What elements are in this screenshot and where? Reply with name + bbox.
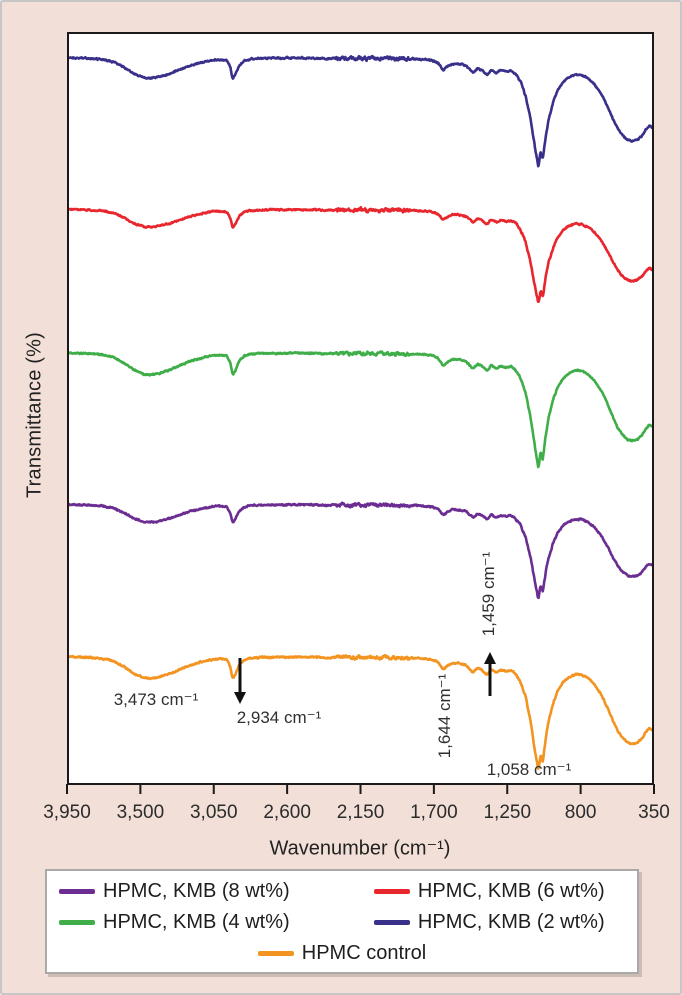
- x-tick-label: 3,500: [116, 802, 165, 823]
- spectrum-trace: [69, 206, 652, 303]
- legend-entry: HPMC, KMB (8 wt%): [47, 880, 342, 903]
- spectra-traces: [69, 54, 652, 770]
- legend-label: HPMC, KMB (8 wt%): [103, 880, 290, 902]
- legend-entry: HPMC control: [257, 942, 427, 965]
- annotation-label: 1,644 cm⁻¹: [435, 673, 454, 759]
- legend-swatch: [373, 889, 410, 894]
- legend-label: HPMC control: [301, 942, 427, 964]
- legend-entry: HPMC, KMB (2 wt%): [342, 911, 637, 934]
- legend-label: HPMC, KMB (4 wt%): [103, 911, 290, 933]
- legend-row: HPMC, KMB (8 wt%) HPMC, KMB (6 wt%): [47, 876, 637, 907]
- x-tick-label: 2,150: [336, 802, 385, 823]
- spectrum-trace: [69, 350, 652, 469]
- legend-swatch: [59, 920, 95, 925]
- x-tick-label: 350: [638, 802, 670, 823]
- annotation-label: 3,473 cm⁻¹: [113, 690, 199, 709]
- legend-swatch: [373, 920, 410, 925]
- x-tick-label: 1,700: [410, 802, 458, 823]
- x-tick-label: 3,950: [43, 802, 91, 823]
- legend-swatch: [257, 951, 294, 956]
- spectrum-trace: [69, 54, 652, 168]
- legend-box: HPMC, KMB (8 wt%) HPMC, KMB (6 wt%) HPMC…: [45, 869, 639, 974]
- legend-swatch: [59, 889, 95, 894]
- annotation-label: 2,934 cm⁻¹: [236, 708, 322, 727]
- spectrum-trace: [69, 501, 652, 600]
- plot-area: [67, 32, 654, 785]
- legend-row: HPMC control: [47, 938, 637, 969]
- legend-row: HPMC, KMB (4 wt%) HPMC, KMB (2 wt%): [47, 907, 637, 938]
- x-tick-label: 1,250: [483, 802, 532, 823]
- legend-entry: HPMC, KMB (6 wt%): [342, 880, 637, 903]
- x-tick-label: 2,600: [263, 802, 311, 823]
- x-tick-label: 800: [564, 802, 597, 823]
- x-axis-label: Wavenumber (cm⁻¹): [269, 837, 451, 860]
- annotation-label: 1,058 cm⁻¹: [486, 760, 572, 779]
- legend-label: HPMC, KMB (2 wt%): [417, 911, 605, 933]
- legend-label: HPMC, KMB (6 wt%): [417, 880, 605, 902]
- legend-entry: HPMC, KMB (4 wt%): [47, 911, 342, 934]
- spectrum-trace: [69, 653, 652, 770]
- y-axis-label: Transmittance (%): [23, 331, 46, 499]
- x-tick-label: 3,050: [189, 802, 238, 823]
- annotation-label: 1,459 cm⁻¹: [479, 551, 498, 637]
